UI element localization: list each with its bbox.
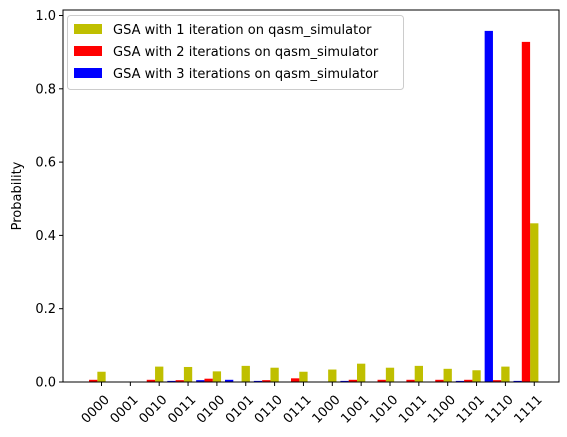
bars-layer [89,30,539,382]
y-tick-label: 0.2 [35,302,56,317]
y-axis: 0.0 0.2 0.4 0.6 0.8 1.0 [35,9,63,391]
bar-1-iter-0101 [241,365,250,382]
legend: GSA with 1 iteration on qasm_simulator GS… [67,15,404,90]
bar-2-iter-0111 [291,378,300,382]
y-tick-label: 0.8 [35,82,56,97]
bar-1-iter-0100 [212,371,222,382]
y-tick-label: 0.4 [35,229,56,244]
bar-2-iter-1010 [377,379,386,382]
bar-2-iter-1101 [464,379,473,382]
legend-box [67,15,404,90]
legend-swatch [74,24,102,34]
bar-2-iter-1001 [348,379,357,382]
bar-1-iter-1000 [328,369,337,382]
bar-1-iter-0011 [183,366,193,382]
bar-1-iter-0110 [270,367,279,382]
bar-1-iter-1111 [530,223,539,382]
bar-2-iter-0011 [175,380,184,382]
bar-3-iter-0101 [225,379,234,382]
legend-label: GSA with 1 iteration on qasm_simulator [113,23,372,38]
bar-3-iter-1001 [340,380,349,382]
plot-frame [62,9,560,383]
bar-1-iter-0010 [155,366,164,382]
bar-2-iter-0000 [89,379,98,382]
legend-swatch [74,46,102,56]
y-tick-label: 1.0 [35,9,56,24]
bar-3-iter-0011 [167,380,176,382]
bar-2-iter-1011 [406,379,415,382]
y-tick-label: 0.0 [35,376,56,391]
bar-3-iter-0100 [196,380,205,382]
bar-1-iter-1011 [414,365,423,382]
bar-2-iter-0110 [262,380,271,382]
bar-3-iter-1101 [455,380,465,382]
bar-1-iter-1010 [385,367,395,382]
bar-3-iter-1110 [484,30,493,382]
legend-label: GSA with 3 iterations on qasm_simulator [113,67,379,82]
y-tick-label: 0.6 [35,156,56,171]
legend-label: GSA with 2 iterations on qasm_simulator [113,45,379,60]
bar-3-iter-0110 [253,380,263,382]
bar-2-iter-1110 [492,380,502,382]
bar-1-iter-0000 [97,371,106,382]
legend-swatch [74,68,102,78]
bar-1-iter-1001 [357,363,366,382]
bar-2-iter-1100 [435,379,444,382]
bar-3-iter-1111 [513,380,522,382]
bar-1-iter-1110 [501,366,510,382]
bar-1-iter-0111 [299,371,308,382]
y-axis-label: Probability [10,161,25,230]
bar-2-iter-0010 [146,379,156,382]
bar-1-iter-1100 [443,368,452,382]
bar-2-iter-0100 [204,378,213,382]
bar-1-iter-1101 [472,370,481,382]
bar-2-iter-1111 [521,41,531,382]
